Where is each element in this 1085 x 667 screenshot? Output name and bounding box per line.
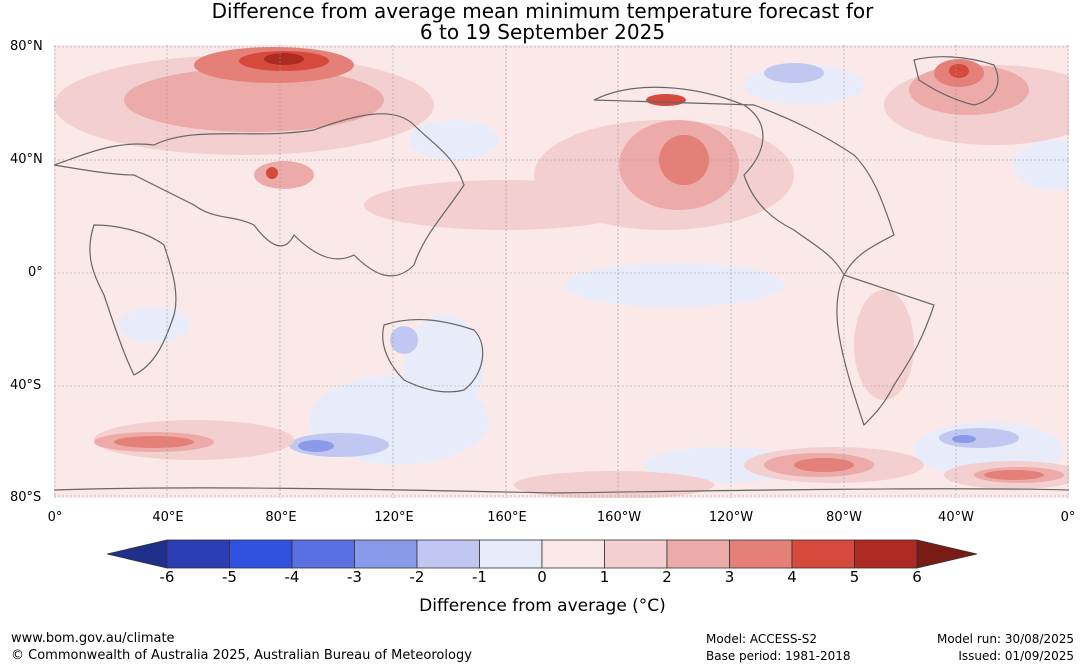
colorbar-tick-label: 4 [787,568,797,586]
colorbar-segment [791,539,855,569]
lon-label: 40°W [938,510,974,525]
colorbar-extend-high [916,539,977,569]
website-link[interactable]: www.bom.gov.au/climate [11,631,175,646]
strong-cool-regions [298,435,976,452]
temperature-anomaly-map [54,45,1069,498]
colorbar-tick-label: -5 [222,568,237,586]
chart-title-line1: Difference from average mean minimum tem… [211,0,874,23]
colorbar-tick-label: -4 [284,568,300,586]
colorbar-segment [479,539,543,569]
colorbar-segment [291,539,355,569]
colorbar-tick-label: -3 [347,568,362,586]
colorbar-segment [416,539,480,569]
colorbar-segment [354,539,418,569]
issued-date: Issued: 01/09/2025 [958,649,1074,663]
colorbar-tick-label: 2 [662,568,672,586]
moderate-cool-regions [289,63,1019,457]
lon-label: 80°E [265,510,297,525]
chart-title-line2: 6 to 19 September 2025 [419,20,666,44]
colorbar-segment [166,539,230,569]
lat-label-0: 0° [28,265,43,280]
colorbar-tick-label: 0 [537,568,547,586]
colorbar [107,539,977,569]
colorbar-tick-label: -2 [409,568,425,586]
lon-label: 160°E [487,510,527,525]
colorbar-segment [729,539,793,569]
colorbar-tick-label: 3 [724,568,735,586]
colorbar-label: Difference from average (°C) [419,596,666,616]
base-period: Base period: 1981-2018 [706,649,851,663]
colorbar-segment [604,539,668,569]
model-name: Model: ACCESS-S2 [706,632,818,646]
warm-anomaly-regions-5 [264,53,304,65]
lon-label: 80°W [826,510,862,525]
lat-label-40s: 40°S [10,378,42,393]
graticule [54,45,1069,498]
lon-label: 40°E [152,510,184,525]
colorbar-tick-label: -1 [472,568,487,586]
lon-label: 0° [47,510,63,525]
copyright-text: © Commonwealth of Australia 2025, Austra… [11,648,472,663]
colorbar-segment [666,539,730,569]
colorbar-tick-label: -6 [159,568,175,586]
colorbar-tick-label: 6 [912,568,922,586]
colorbar-segment [854,539,918,569]
colorbar-tick-label: 5 [849,568,860,586]
lon-label: 0° [1060,510,1076,525]
lat-label-80s: 80°S [10,490,42,505]
lat-label-80n: 80°N [10,39,43,54]
lat-label-40n: 40°N [10,152,43,167]
lon-label: 120°E [374,510,414,525]
colorbar-segment [229,539,293,569]
colorbar-extend-low [107,539,168,569]
model-run-date: Model run: 30/08/2025 [936,632,1074,646]
lon-label: 120°W [708,510,754,525]
coastlines [54,56,1069,494]
colorbar-tick-label: 1 [599,568,610,586]
colorbar-segment [541,539,605,569]
lon-label: 160°W [596,510,642,525]
